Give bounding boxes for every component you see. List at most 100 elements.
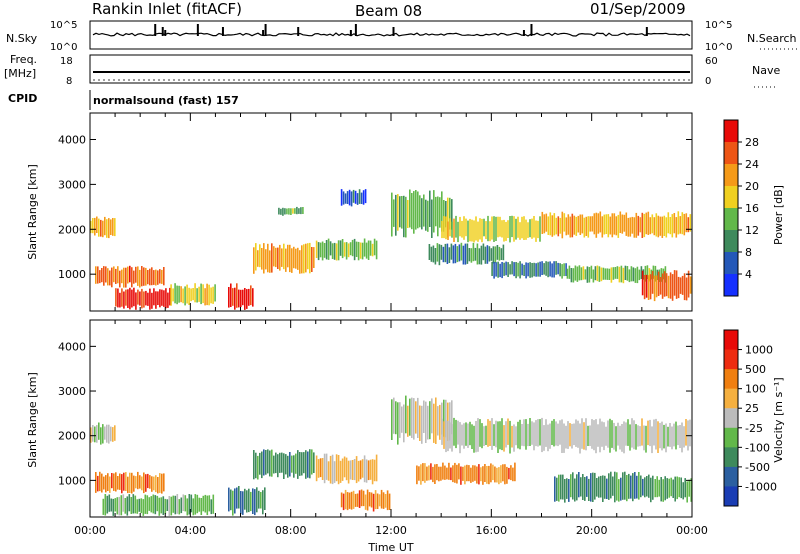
data-cell-9 [435,196,437,227]
data-cell-4 [275,452,277,474]
data-cell-8 [535,420,537,447]
velocity-yticks: 1000 2000 3000 4000 [58,340,692,487]
data-cell-13 [685,213,688,233]
data-cell-8 [527,423,529,447]
data-cell-14 [578,265,581,281]
data-cell-1 [103,266,105,286]
data-cell-4 [307,451,309,478]
data-cell-5 [341,458,344,481]
data-cell-8 [358,189,361,204]
data-cell-10 [485,221,487,240]
data-cell-2 [160,497,163,514]
data-cell-14 [654,265,657,282]
data-cell-11 [470,248,473,263]
data-cell-6 [380,489,383,509]
data-cell-12 [551,263,553,278]
data-cell-8 [663,424,665,449]
data-cell-1 [133,270,135,284]
data-cell-8 [475,421,477,453]
data-cell-2 [144,494,147,514]
data-cell-7 [399,402,401,438]
data-cell-12 [529,262,531,278]
data-cell-11 [432,245,435,263]
data-cell-2 [129,287,131,310]
data-cell-4 [246,289,248,309]
data-cell-10 [525,219,527,240]
ytick-label-1: 2000 [58,223,86,236]
data-cell-9 [464,465,466,485]
data-cell-2 [149,288,151,310]
data-cell-14 [630,266,633,282]
data-cell-13 [555,217,558,235]
ytick-label-2: 3000 [58,385,86,398]
data-cell-8 [348,189,351,206]
data-cell-12 [517,262,519,277]
data-cell-14 [570,268,573,283]
data-cell-13 [541,211,544,234]
data-cell-7 [355,241,358,257]
data-cell-9 [500,465,502,483]
data-cell-10 [576,474,578,501]
data-cell-8 [571,423,573,449]
data-cell-6 [360,489,363,507]
data-cell-11 [434,248,437,265]
data-cell-13 [577,215,580,233]
data-cell-13 [643,213,646,238]
data-cell-8 [507,418,509,445]
data-cell-13 [617,214,620,238]
data-cell-8 [477,418,479,452]
data-cell-8 [587,425,589,446]
data-cell-8 [671,426,673,450]
data-cell-11 [460,242,463,261]
data-cell-5 [267,243,269,273]
data-cell-10 [467,220,469,243]
data-cell-13 [567,214,570,235]
data-cell-13 [689,214,692,232]
data-cell-8 [451,424,453,452]
data-cell-10 [628,473,630,499]
data-cell-13 [635,212,638,238]
data-cell-2 [190,494,193,513]
colorbar-tick-label-4: 20 [745,180,759,193]
data-cell-11 [658,479,660,497]
data-cell-0 [114,425,116,441]
colorbar-swatch-6 [724,447,738,468]
data-cell-5 [303,244,305,274]
data-cell-11 [472,242,475,262]
data-cell-13 [611,213,614,238]
data-cell-9 [436,464,438,481]
data-cell-8 [637,425,639,447]
data-cell-2 [188,494,191,515]
data-cell-2 [162,496,165,515]
data-cell-11 [686,481,688,503]
data-cell-1 [119,473,121,490]
data-cell-1 [121,269,123,284]
nave-tick-high: 60 [705,56,718,67]
data-cell-8 [643,425,645,451]
data-cell-10 [515,218,517,240]
data-cell-1 [115,268,117,284]
data-cell-11 [442,246,445,263]
data-cell-10 [634,472,636,499]
data-cell-5 [253,247,255,274]
data-cell-0 [110,426,112,442]
data-cell-8 [659,422,661,449]
data-cell-10 [598,476,600,498]
data-cell-3 [236,487,238,509]
data-cell-14 [626,266,629,281]
data-cell-1 [163,473,165,492]
data-cell-3 [246,490,248,513]
data-cell-7 [431,398,433,434]
data-cell-8 [441,418,443,445]
data-cell-1 [155,269,157,286]
data-cell-15 [669,272,672,299]
data-cell-8 [633,420,635,450]
data-cell-10 [535,220,537,242]
data-cell-14 [638,269,641,281]
data-cell-2 [119,292,121,308]
data-cell-9 [478,464,480,485]
data-cell-8 [605,426,607,446]
data-cell-4 [265,450,267,475]
data-cell-15 [663,271,666,297]
data-cell-13 [599,211,602,233]
